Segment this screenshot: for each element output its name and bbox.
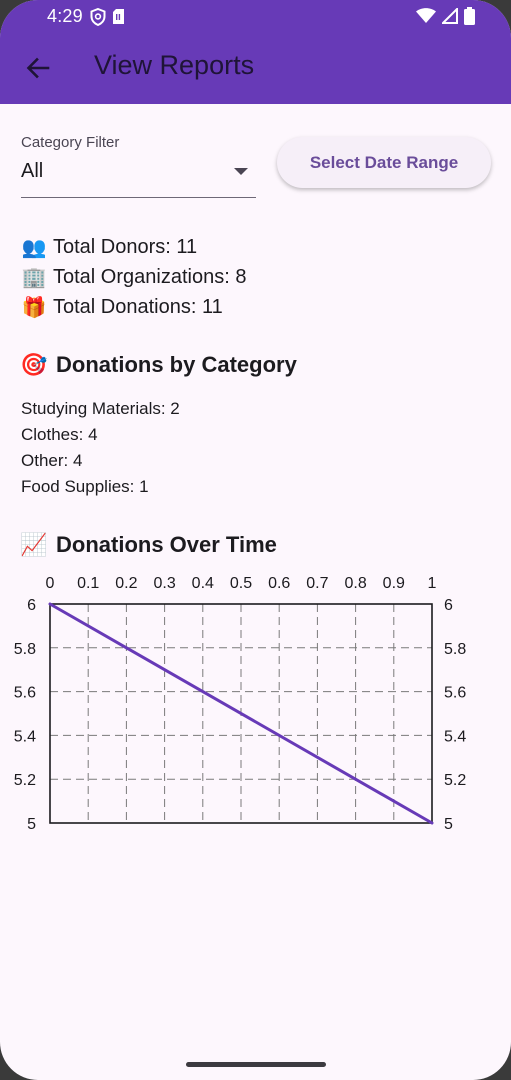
x-tick-label: 0.8 <box>344 575 366 592</box>
x-tick-label: 0.9 <box>383 575 405 592</box>
x-tick-label: 0 <box>46 575 55 592</box>
stat-text: Total Organizations: 8 <box>53 265 247 288</box>
wifi-icon <box>416 8 436 23</box>
x-tick-label: 0.3 <box>153 575 175 592</box>
x-tick-label: 0.7 <box>306 575 328 592</box>
right-y-tick-label: 5.4 <box>444 728 466 745</box>
stat-total-donations: 🎁 Total Donations: 11 <box>20 292 246 322</box>
stats-list: 👥 Total Donors: 11 🏢 Total Organizations… <box>20 232 247 322</box>
people-icon: 👥 <box>21 236 47 259</box>
gift-icon: 🎁 <box>21 296 47 319</box>
x-tick-label: 1 <box>428 575 437 592</box>
arrow-left-icon <box>26 57 50 79</box>
left-y-tick-label: 6 <box>27 597 36 614</box>
donations-over-time-heading: 📈 Donations Over Time <box>20 532 277 558</box>
stat-text: Total Donors: 11 <box>53 235 198 258</box>
stat-text: Total Donations: 11 <box>53 295 223 318</box>
x-tick-label: 0.4 <box>192 575 214 592</box>
left-y-tick-label: 5.6 <box>14 685 36 702</box>
right-y-tick-label: 5.8 <box>444 641 466 658</box>
left-y-tick-label: 5.8 <box>14 641 36 658</box>
category-item: Clothes: 4 <box>21 425 98 444</box>
x-tick-label: 0.6 <box>268 575 290 592</box>
x-tick-label: 0.5 <box>230 575 252 592</box>
left-y-tick-label: 5.2 <box>14 772 36 789</box>
section-title-text: Donations Over Time <box>56 532 277 557</box>
category-item: Food Supplies: 1 <box>21 477 149 496</box>
shield-icon <box>90 8 106 26</box>
office-building-icon: 🏢 <box>21 266 47 289</box>
home-indicator[interactable] <box>186 1062 326 1067</box>
donations-by-category-heading: 🎯 Donations by Category <box>20 352 297 378</box>
stat-total-donors: 👥 Total Donors: 11 <box>20 232 246 262</box>
left-y-tick-label: 5.4 <box>14 728 36 745</box>
category-item: Other: 4 <box>21 451 83 470</box>
sim-card-icon <box>113 9 124 24</box>
series-line <box>48 602 434 825</box>
category-filter-dropdown[interactable]: All <box>21 156 256 198</box>
category-filter-label: Category Filter <box>21 134 120 151</box>
x-tick-label: 0.2 <box>115 575 137 592</box>
battery-icon <box>464 7 475 25</box>
status-time: 4:29 <box>47 6 83 26</box>
right-y-tick-label: 6 <box>444 597 453 614</box>
app-bar: 4:29 <box>0 0 511 104</box>
right-y-tick-label: 5 <box>444 816 453 833</box>
status-left-icons <box>90 8 125 26</box>
back-button[interactable] <box>18 50 58 86</box>
select-date-range-button[interactable]: Select Date Range <box>277 137 491 188</box>
section-title-text: Donations by Category <box>56 352 297 377</box>
chart-increasing-icon: 📈 <box>20 532 48 557</box>
right-y-tick-label: 5.2 <box>444 772 466 789</box>
x-tick-label: 0.1 <box>77 575 99 592</box>
signal-icon <box>442 8 458 24</box>
right-y-tick-label: 5.6 <box>444 685 466 702</box>
dropdown-arrow-icon <box>234 168 248 175</box>
stat-total-organizations: 🏢 Total Organizations: 8 <box>20 262 247 292</box>
category-list: Studying Materials: 2 Clothes: 4 Other: … <box>21 396 180 500</box>
target-icon: 🎯 <box>20 352 48 377</box>
donations-over-time-chart: 0 0.1 0.2 0.3 0.4 0.5 0.6 0.7 0.8 0.9 16 65.8 5.85.6… <box>14 575 467 833</box>
status-right-icons <box>416 7 475 25</box>
left-y-tick-label: 5 <box>27 816 36 833</box>
page-title: View Reports <box>94 50 255 80</box>
category-filter-value: All <box>21 160 44 182</box>
category-item: Studying Materials: 2 <box>21 399 180 418</box>
plot-border <box>49 603 433 824</box>
